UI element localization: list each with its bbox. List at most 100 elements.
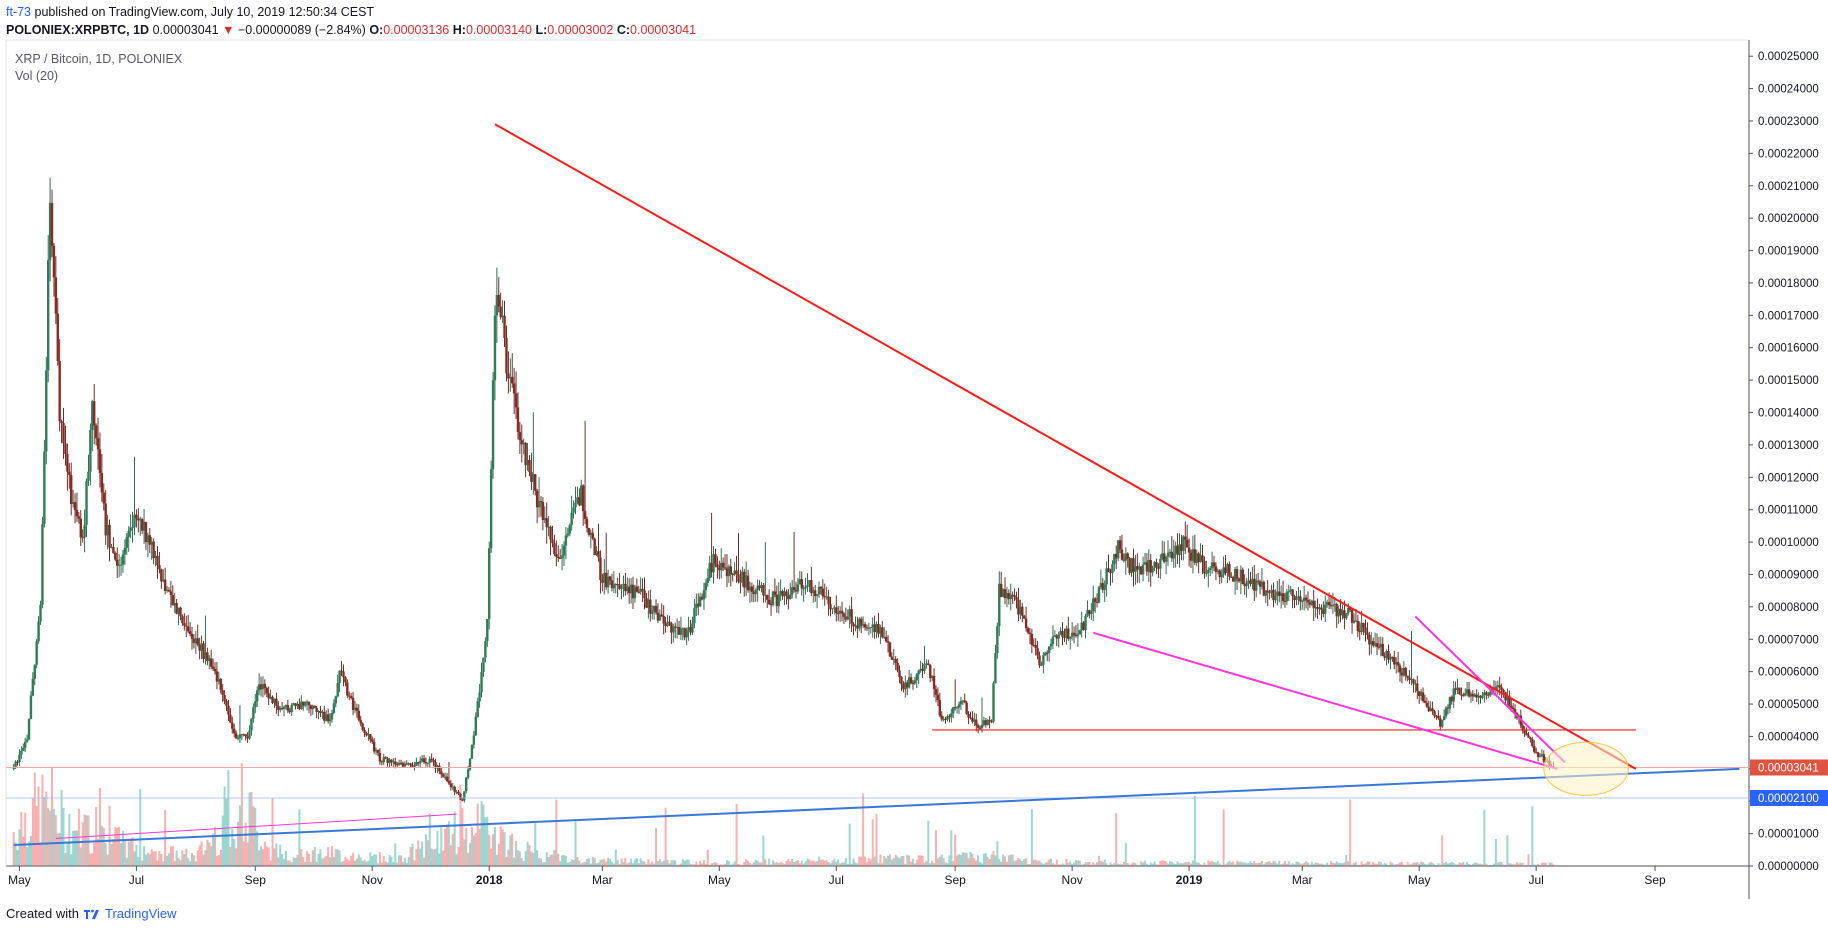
volume-bar <box>204 849 207 866</box>
candle-body <box>232 728 236 734</box>
candle-body <box>919 668 922 671</box>
volume-bar <box>593 857 596 866</box>
candle-body <box>683 628 686 638</box>
author-link[interactable]: ft-73 <box>6 5 32 19</box>
volume-bar <box>75 830 78 866</box>
volume-bar <box>154 851 157 866</box>
volume-bar <box>1306 862 1309 866</box>
candle-body <box>348 695 351 697</box>
volume-bar <box>1038 860 1041 866</box>
candle-body <box>932 675 936 690</box>
volume-bar <box>242 841 245 866</box>
candle-body <box>723 567 727 569</box>
candle-body <box>975 719 978 726</box>
volume-bar <box>712 862 715 866</box>
candle-body <box>292 703 295 705</box>
volume-bar <box>614 849 617 866</box>
candle-body <box>296 703 299 707</box>
candle-body <box>710 562 713 573</box>
candle-body <box>1496 685 1500 687</box>
volume-bar <box>584 862 587 866</box>
high-value: 0.00003140 <box>465 23 532 37</box>
candle-body <box>844 616 848 620</box>
candle-body <box>591 532 594 539</box>
volume-bar <box>660 861 663 866</box>
candle-body <box>1368 634 1371 645</box>
volume-bar <box>64 852 67 866</box>
volume-bar <box>1176 861 1179 866</box>
open-label: O: <box>369 23 384 37</box>
tradingview-link[interactable]: TradingView <box>104 906 177 921</box>
volume-bar <box>1237 861 1240 866</box>
candle-body <box>1243 584 1246 587</box>
candle-body <box>957 704 961 708</box>
volume-bar <box>887 855 890 866</box>
volume-bar <box>685 859 688 866</box>
candle-body <box>33 664 36 679</box>
candle-body <box>1460 694 1463 696</box>
candle-body <box>537 501 541 508</box>
candle-body <box>614 584 617 586</box>
last-price-label-bg <box>1750 759 1828 776</box>
volume-bar <box>1249 861 1252 866</box>
candle-body <box>411 765 414 768</box>
volume-bar <box>361 861 364 866</box>
volume-bar <box>643 861 646 866</box>
volume-bar <box>344 856 347 866</box>
volume-bar <box>831 860 834 866</box>
volume-bar <box>864 856 867 866</box>
volume-bar <box>139 788 142 866</box>
volume-bar <box>1122 861 1125 866</box>
support-price-label-text: 0.00002100 <box>1758 793 1819 805</box>
candle-body <box>704 582 708 591</box>
volume-bar <box>388 855 391 866</box>
volume-bar <box>1040 862 1043 866</box>
candle-body <box>342 671 345 678</box>
volume-bar <box>691 864 694 866</box>
volume-bar <box>727 861 730 866</box>
candle-body <box>1174 545 1177 554</box>
volume-bar <box>350 855 353 866</box>
candle-body <box>160 569 163 582</box>
candle-body <box>679 628 683 635</box>
volume-bar <box>1531 806 1534 866</box>
candle-body <box>836 613 840 615</box>
volume-bar <box>917 855 920 866</box>
candle-body <box>215 671 219 682</box>
volume-bar <box>1105 863 1108 866</box>
candle-body <box>516 407 520 433</box>
volume-bar <box>1239 861 1242 866</box>
volume-bar <box>1034 859 1037 866</box>
candle-body <box>1116 540 1120 559</box>
volume-bar <box>1548 862 1551 866</box>
candle-body <box>503 315 506 338</box>
volume-bar <box>616 860 619 866</box>
candle-body <box>491 380 495 470</box>
candle-body <box>1157 567 1160 569</box>
candle-body <box>593 538 596 556</box>
candle-body <box>349 696 353 698</box>
volume-bar <box>656 861 659 866</box>
volume-bar <box>1260 860 1263 866</box>
volume-bar <box>405 862 408 866</box>
volume-bar <box>526 841 529 866</box>
candle-body <box>898 670 901 678</box>
volume-bar <box>1414 862 1417 866</box>
volume-bar <box>1080 864 1083 866</box>
volume-bar <box>538 858 541 866</box>
candle-body <box>1488 691 1492 696</box>
candle-body <box>1469 693 1473 697</box>
candle-body <box>1406 675 1409 678</box>
volume-bar <box>875 814 878 866</box>
volume-bar <box>1115 812 1118 866</box>
volume-bar <box>265 846 268 866</box>
candle-body <box>307 701 311 706</box>
volume-bar <box>992 850 995 866</box>
candle-body <box>532 474 535 482</box>
candle-body <box>325 714 328 721</box>
candle-body <box>200 643 203 651</box>
candle-body <box>1385 651 1388 658</box>
candle-body <box>1139 566 1143 575</box>
volume-bar <box>436 831 439 866</box>
